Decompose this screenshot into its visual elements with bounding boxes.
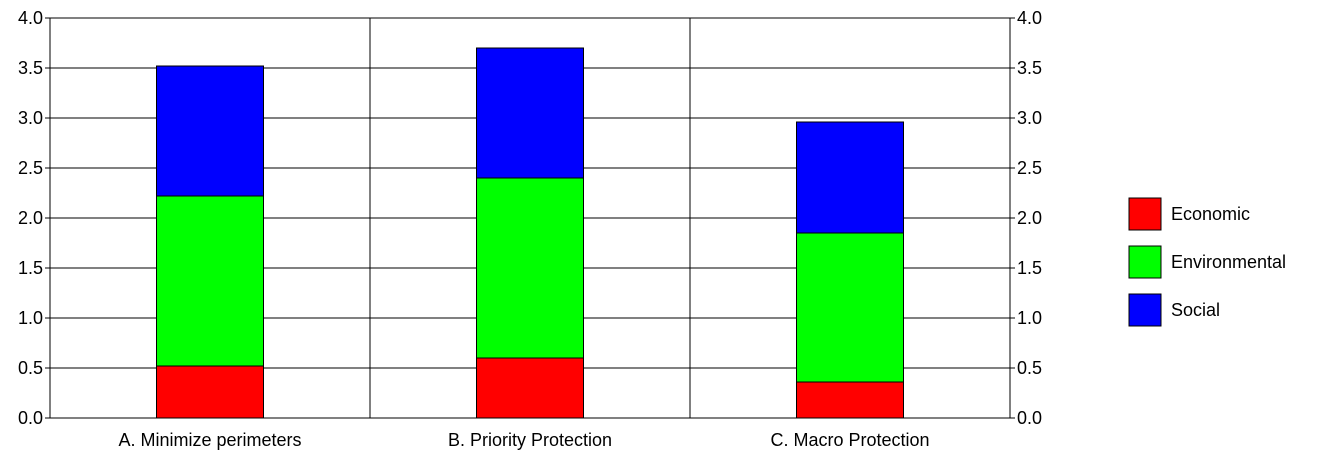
bar-environmental-1 [156, 195, 264, 367]
right-tick-label: 1.5 [1017, 258, 1042, 278]
legend: Economic Environmental Social [1128, 197, 1286, 327]
left-y-axis: 0.0 0.5 1.0 1.5 2.0 2.5 3.0 3.5 4.0 [18, 8, 50, 428]
right-tick-label: 4.0 [1017, 8, 1042, 28]
bar-economic-3 [796, 381, 904, 419]
left-tick-label: 2.5 [18, 158, 43, 178]
left-tick-label: 3.5 [18, 58, 43, 78]
legend-label-environmental: Environmental [1171, 252, 1286, 272]
legend-swatch-social [1128, 293, 1162, 327]
left-tick-label: 0.0 [18, 408, 43, 428]
category-label: B. Priority Protection [448, 430, 612, 450]
bar-environmental-3 [796, 232, 904, 383]
right-tick-label: 0.0 [1017, 408, 1042, 428]
bar-social-2 [476, 47, 584, 179]
left-tick-label: 1.0 [18, 308, 43, 328]
category-label: A. Minimize perimeters [118, 430, 301, 450]
right-tick-label: 2.0 [1017, 208, 1042, 228]
legend-swatch-economic [1128, 197, 1162, 231]
bar-economic-2 [476, 357, 584, 419]
category-label: C. Macro Protection [770, 430, 929, 450]
right-tick-label: 2.5 [1017, 158, 1042, 178]
legend-swatch-environmental [1128, 245, 1162, 279]
bar-economic-1 [156, 365, 264, 419]
bars [156, 47, 904, 419]
x-axis-category-labels: A. Minimize perimeters B. Priority Protec… [118, 430, 929, 450]
right-tick-label: 0.5 [1017, 358, 1042, 378]
legend-label-social: Social [1171, 300, 1220, 320]
bar-environmental-2 [476, 177, 584, 359]
left-tick-label: 1.5 [18, 258, 43, 278]
left-tick-label: 2.0 [18, 208, 43, 228]
right-tick-label: 3.5 [1017, 58, 1042, 78]
right-tick-label: 1.0 [1017, 308, 1042, 328]
right-tick-label: 3.0 [1017, 108, 1042, 128]
left-tick-label: 4.0 [18, 8, 43, 28]
left-tick-label: 0.5 [18, 358, 43, 378]
right-y-axis: 0.0 0.5 1.0 1.5 2.0 2.5 3.0 3.5 4.0 [1010, 8, 1042, 428]
left-tick-label: 3.0 [18, 108, 43, 128]
bar-social-3 [796, 121, 904, 234]
legend-label-economic: Economic [1171, 204, 1250, 224]
bar-social-1 [156, 65, 264, 197]
